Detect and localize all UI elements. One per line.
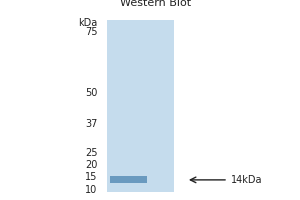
- Text: 10: 10: [85, 185, 98, 195]
- Text: Western Blot: Western Blot: [120, 0, 191, 8]
- Text: 20: 20: [85, 160, 98, 170]
- Text: 75: 75: [85, 27, 98, 37]
- Bar: [110, 176, 147, 183]
- Text: kDa: kDa: [78, 18, 98, 28]
- Text: 25: 25: [85, 148, 98, 158]
- Text: 50: 50: [85, 88, 98, 98]
- Text: 15: 15: [85, 172, 98, 182]
- Text: 37: 37: [85, 119, 98, 129]
- FancyBboxPatch shape: [106, 20, 174, 192]
- Text: 14kDa: 14kDa: [231, 175, 262, 185]
